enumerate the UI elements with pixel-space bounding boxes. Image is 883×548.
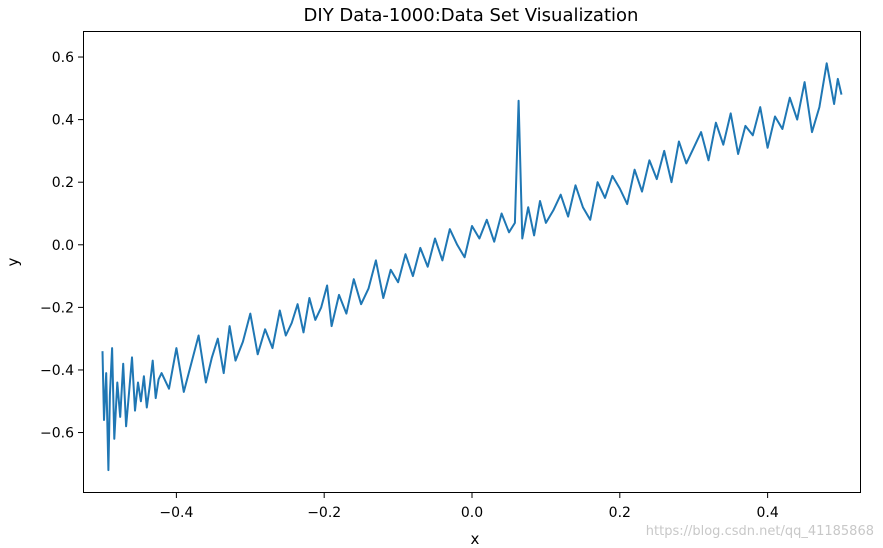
x-axis-label: x	[471, 530, 480, 548]
chart-title: DIY Data-1000:Data Set Visualization	[304, 5, 639, 26]
watermark-text: https://blog.csdn.net/qq_41185868	[646, 524, 874, 539]
x-tick-label: 0.4	[756, 505, 778, 521]
y-tick-label: 0.0	[52, 238, 74, 254]
series-line-0	[101, 62, 843, 472]
y-tick-label: 0.6	[52, 50, 74, 66]
y-axis-ticks: −0.6 −0.4 −0.2 0.0 0.2 0.4 0.6	[40, 50, 84, 442]
y-tick-label: 0.2	[52, 175, 74, 191]
plot-area	[101, 62, 843, 472]
y-tick-label: −0.4	[40, 363, 74, 379]
y-axis-label: y	[4, 257, 22, 266]
plot-frame	[83, 31, 861, 493]
x-tick-label: 0.0	[461, 505, 483, 521]
x-tick-label: −0.2	[307, 505, 341, 521]
y-tick-label: 0.4	[52, 113, 74, 129]
x-axis-ticks: −0.4 −0.2 0.0 0.2 0.4	[159, 492, 779, 521]
y-tick-label: −0.6	[40, 426, 74, 442]
y-tick-label: −0.2	[40, 300, 74, 316]
x-tick-label: 0.2	[609, 505, 631, 521]
x-tick-label: −0.4	[159, 505, 193, 521]
